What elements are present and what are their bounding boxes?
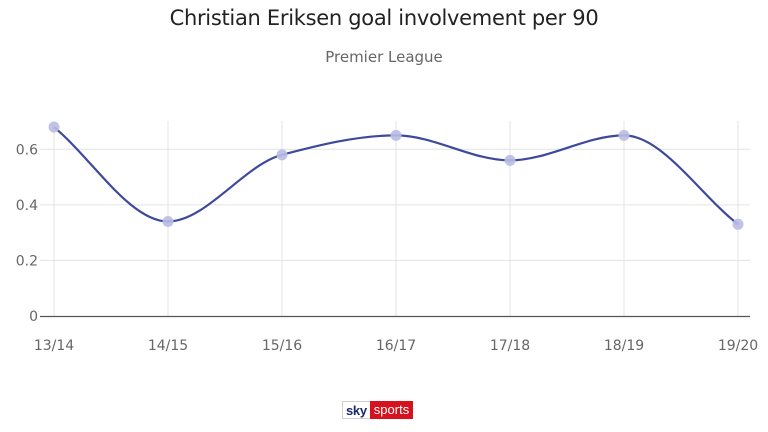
y-tick-label: 0.4 bbox=[16, 198, 38, 214]
data-point bbox=[162, 216, 174, 228]
x-tick-label: 16/17 bbox=[376, 338, 416, 354]
x-tick-label: 17/18 bbox=[490, 338, 530, 354]
x-tick-label: 19/20 bbox=[718, 338, 758, 354]
data-point bbox=[732, 218, 744, 230]
grid-layer bbox=[40, 121, 750, 316]
data-point bbox=[48, 121, 60, 133]
chart-subtitle: Premier League bbox=[325, 48, 443, 66]
logo-sports-text: sports bbox=[369, 401, 414, 419]
y-tick-label: 0.2 bbox=[16, 253, 38, 269]
data-point bbox=[504, 154, 516, 166]
label-layer: 0 0.2 0.4 0.6 13/14 14/15 15/16 16/17 17/18 18/19… bbox=[16, 142, 758, 354]
x-tick-label: 13/14 bbox=[34, 338, 74, 354]
logo-sky-text: sky bbox=[342, 401, 370, 419]
x-tick-label: 15/16 bbox=[262, 338, 302, 354]
x-tick-label: 18/19 bbox=[604, 338, 644, 354]
series-layer bbox=[48, 121, 744, 230]
data-point bbox=[618, 129, 630, 141]
chart-title: Christian Eriksen goal involvement per 9… bbox=[169, 6, 599, 30]
data-point bbox=[276, 149, 288, 161]
y-tick-label: 0.6 bbox=[16, 142, 38, 158]
sky-sports-logo: sky sports bbox=[342, 401, 414, 419]
y-tick-label: 0 bbox=[29, 309, 38, 325]
x-tick-label: 14/15 bbox=[148, 338, 188, 354]
data-point bbox=[390, 129, 402, 141]
